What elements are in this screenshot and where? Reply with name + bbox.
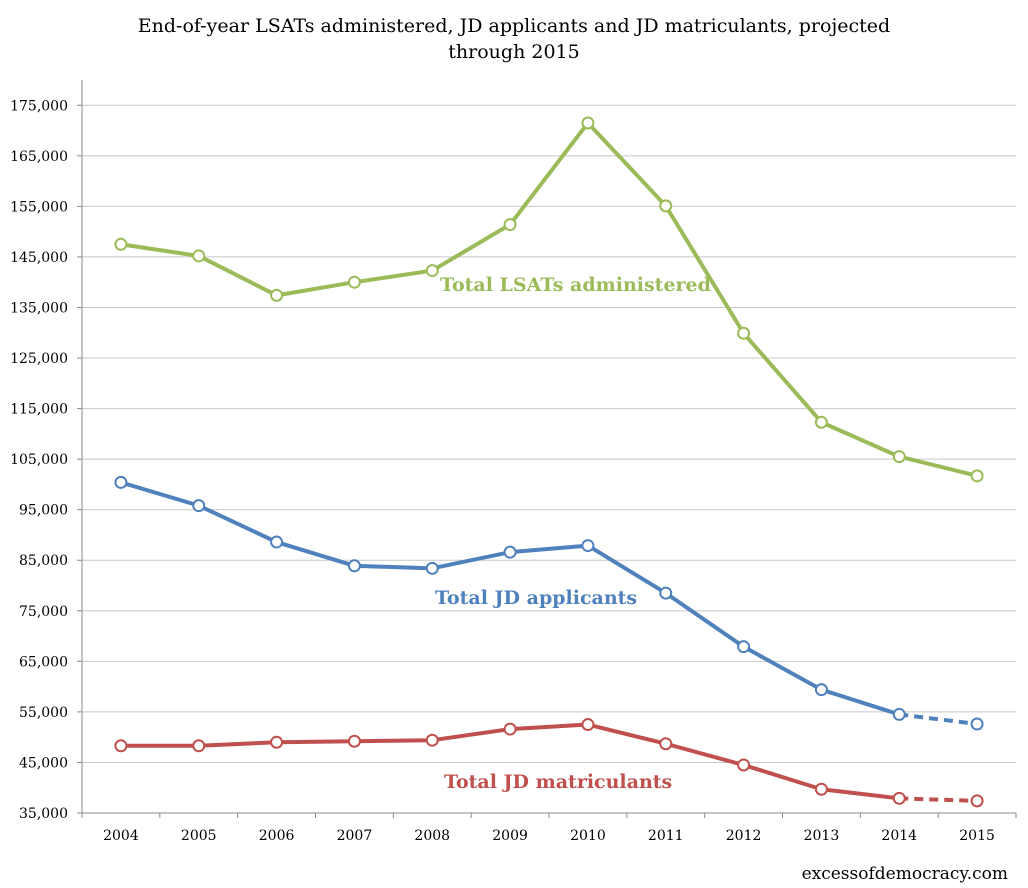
series-1	[114, 475, 984, 731]
data-point	[425, 733, 439, 747]
data-point	[347, 559, 361, 573]
y-tick-label: 155,000	[10, 199, 68, 215]
y-tick-label: 75,000	[19, 604, 68, 620]
y-tick-label: 125,000	[10, 351, 68, 367]
data-point	[114, 475, 128, 489]
data-point	[114, 237, 128, 251]
x-tick-label: 2013	[804, 828, 840, 844]
data-point	[659, 586, 673, 600]
data-point	[737, 640, 751, 654]
data-point	[814, 683, 828, 697]
data-point	[270, 288, 284, 302]
y-tick-label: 65,000	[19, 654, 68, 670]
y-tick-label: 95,000	[19, 503, 68, 519]
series-label-matriculants: Total JD matriculants	[444, 771, 672, 793]
data-point	[892, 791, 906, 805]
chart-title-line-2: through 2015	[448, 41, 579, 63]
data-point	[970, 469, 984, 483]
x-tick-label: 2011	[648, 828, 684, 844]
y-tick-label: 175,000	[10, 98, 68, 114]
data-point	[581, 116, 595, 130]
data-point	[270, 735, 284, 749]
data-point	[425, 561, 439, 575]
data-point	[581, 539, 595, 553]
data-point	[814, 782, 828, 796]
y-tick-label: 145,000	[10, 250, 68, 266]
data-point	[659, 199, 673, 213]
x-tick-label: 2009	[492, 828, 528, 844]
data-point	[425, 264, 439, 278]
data-point	[192, 499, 206, 513]
series	[114, 116, 984, 808]
x-tick-label: 2008	[414, 828, 450, 844]
y-tick-label: 35,000	[19, 806, 68, 822]
data-point	[892, 707, 906, 721]
y-tick-label: 105,000	[10, 452, 68, 468]
series-label-lsats: Total LSATs administered	[440, 274, 711, 296]
x-tick-label: 2007	[337, 828, 373, 844]
series-2	[114, 718, 984, 808]
y-tick-label: 55,000	[19, 705, 68, 721]
y-axis-tick-labels: 35,000 45,000 55,000 65,000 75,000 85,000 95,0…	[10, 98, 68, 822]
data-point	[814, 415, 828, 429]
data-point	[659, 737, 673, 751]
x-tick-label: 2010	[570, 828, 606, 844]
y-tick-label: 135,000	[10, 300, 68, 316]
x-tick-label: 2006	[259, 828, 295, 844]
data-point	[192, 249, 206, 263]
series-0	[114, 116, 984, 483]
data-point	[347, 734, 361, 748]
data-point	[503, 545, 517, 559]
y-tick-label: 165,000	[10, 149, 68, 165]
axes	[77, 80, 1017, 818]
data-point	[970, 794, 984, 808]
source-credit: excessofdemocracy.com	[802, 864, 1008, 884]
y-tick-label: 115,000	[10, 402, 68, 418]
x-tick-label: 2015	[959, 828, 995, 844]
data-point	[114, 739, 128, 753]
x-tick-label: 2004	[103, 828, 139, 844]
data-point	[737, 326, 751, 340]
x-axis-tick-labels: 2004 2005 2006 2007 2008 2009 2010 2011 2012 2013…	[103, 828, 995, 844]
data-point	[970, 717, 984, 731]
series-projection-line	[899, 796, 978, 803]
chart-title-line-1: End-of-year LSATs administered, JD appli…	[138, 15, 890, 37]
data-point	[892, 450, 906, 464]
data-point	[503, 722, 517, 736]
data-point	[270, 535, 284, 549]
series-projection-line	[899, 712, 978, 727]
x-tick-label: 2012	[726, 828, 762, 844]
y-tick-label: 45,000	[19, 755, 68, 771]
series-line	[118, 120, 980, 478]
y-tick-label: 85,000	[19, 553, 68, 569]
series-label-applicants: Total JD applicants	[435, 587, 637, 609]
data-point	[737, 758, 751, 772]
data-point	[192, 739, 206, 753]
data-point	[347, 275, 361, 289]
gridlines	[82, 104, 1016, 763]
x-tick-label: 2005	[181, 828, 217, 844]
x-tick-label: 2014	[881, 828, 917, 844]
data-point	[581, 718, 595, 732]
data-point	[503, 218, 517, 232]
